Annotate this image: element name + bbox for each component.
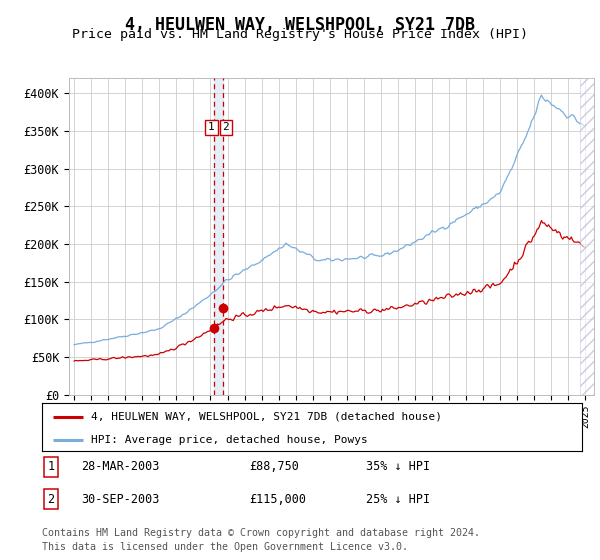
Text: 30-SEP-2003: 30-SEP-2003: [81, 493, 160, 506]
Text: 25% ↓ HPI: 25% ↓ HPI: [366, 493, 430, 506]
Text: This data is licensed under the Open Government Licence v3.0.: This data is licensed under the Open Gov…: [42, 542, 408, 552]
Text: 4, HEULWEN WAY, WELSHPOOL, SY21 7DB: 4, HEULWEN WAY, WELSHPOOL, SY21 7DB: [125, 16, 475, 34]
Text: 2: 2: [47, 493, 55, 506]
Text: £115,000: £115,000: [249, 493, 306, 506]
Text: 35% ↓ HPI: 35% ↓ HPI: [366, 460, 430, 473]
Text: Price paid vs. HM Land Registry's House Price Index (HPI): Price paid vs. HM Land Registry's House …: [72, 28, 528, 41]
Text: 28-MAR-2003: 28-MAR-2003: [81, 460, 160, 473]
Text: Contains HM Land Registry data © Crown copyright and database right 2024.: Contains HM Land Registry data © Crown c…: [42, 528, 480, 538]
Text: 4, HEULWEN WAY, WELSHPOOL, SY21 7DB (detached house): 4, HEULWEN WAY, WELSHPOOL, SY21 7DB (det…: [91, 412, 442, 422]
Text: 2: 2: [223, 123, 229, 132]
Text: £88,750: £88,750: [249, 460, 299, 473]
Polygon shape: [580, 78, 594, 395]
Bar: [214, 78, 223, 395]
Text: 1: 1: [208, 123, 215, 132]
Text: 1: 1: [47, 460, 55, 473]
Text: HPI: Average price, detached house, Powys: HPI: Average price, detached house, Powy…: [91, 435, 367, 445]
